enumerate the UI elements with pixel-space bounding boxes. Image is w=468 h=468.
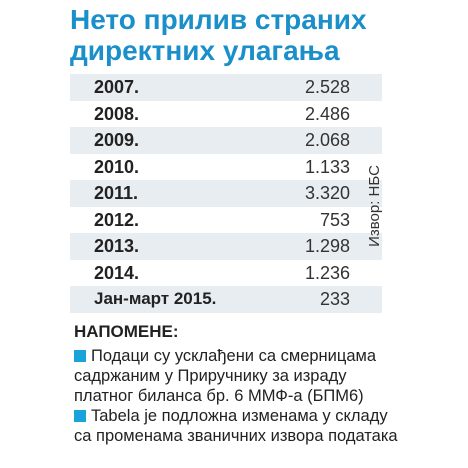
row-label: 2010. bbox=[94, 156, 140, 177]
row-label: 2012. bbox=[94, 209, 140, 230]
row-value: 1.133 bbox=[304, 156, 350, 177]
row-label: Јан-март 2015. bbox=[94, 289, 217, 308]
row-label: 2007. bbox=[94, 77, 140, 97]
row-label: 2013. bbox=[94, 236, 140, 256]
note-item: Подаци су усклађени са смерницама садржа… bbox=[74, 346, 404, 406]
row-value: 233 bbox=[319, 289, 350, 309]
data-table: 2007. 2.528 2008. 2.486 2009. 2.068 2010. 1.133… bbox=[70, 74, 382, 313]
row-label: 2008. bbox=[94, 103, 140, 124]
row-value: 753 bbox=[319, 209, 350, 230]
row-value: 3.320 bbox=[304, 183, 350, 203]
source-label: Извор: НБС bbox=[366, 165, 383, 247]
table-row: 2013. 1.298 bbox=[70, 233, 382, 260]
row-label: 2011. bbox=[94, 183, 139, 203]
table-row: 2007. 2.528 bbox=[70, 74, 382, 101]
row-label: 2014. bbox=[94, 262, 140, 283]
note-item: Tabela је подложна изменама у складу са … bbox=[74, 406, 404, 446]
row-value: 1.236 bbox=[304, 262, 350, 283]
notes-heading: НАПОМЕНЕ: bbox=[74, 322, 179, 341]
row-value: 1.298 bbox=[304, 236, 350, 256]
row-label: 2009. bbox=[94, 130, 140, 150]
table-row: 2011. 3.320 bbox=[70, 180, 382, 207]
note-text: Tabela је подложна изменама у складу са … bbox=[74, 407, 398, 445]
bullet-square-icon bbox=[74, 410, 86, 422]
table-row: 2014. 1.236 bbox=[70, 260, 382, 287]
table-row: 2010. 1.133 bbox=[70, 154, 382, 181]
table-row: 2012. 753 bbox=[70, 207, 382, 234]
table-row: 2009. 2.068 bbox=[70, 127, 382, 154]
table-row: Јан-март 2015. 233 bbox=[70, 286, 382, 313]
chart-title: Нето прилив страних директних улагања bbox=[70, 4, 367, 66]
row-value: 2.528 bbox=[304, 77, 350, 97]
row-value: 2.486 bbox=[304, 103, 350, 124]
row-value: 2.068 bbox=[304, 130, 350, 150]
table-row: 2008. 2.486 bbox=[70, 101, 382, 128]
bullet-square-icon bbox=[74, 350, 86, 362]
note-text: Подаци су усклађени са смерницама садржа… bbox=[74, 347, 377, 405]
